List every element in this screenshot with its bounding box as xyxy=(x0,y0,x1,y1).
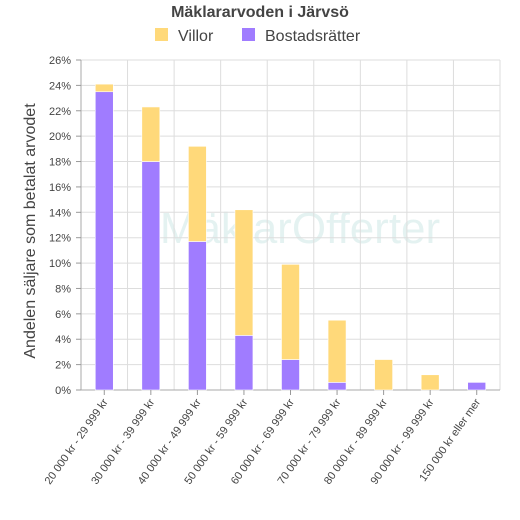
bar-villor xyxy=(281,264,300,360)
y-tick-label: 8% xyxy=(55,283,71,295)
y-tick-label: 18% xyxy=(49,157,71,169)
bar-bostadsr-tter xyxy=(467,382,487,391)
bar-villor xyxy=(94,83,114,93)
chart-title: Mäklararvoden i Järvsö xyxy=(171,4,349,21)
legend-label: Villor xyxy=(178,28,214,45)
legend: Villor Bostadsrätter xyxy=(155,28,361,45)
bar-bostadsr-tter xyxy=(94,91,114,391)
bar-villor xyxy=(188,146,207,242)
bar-bostadsr-tter xyxy=(188,241,207,391)
y-axis-label: Andelen säljare som betalat arvodet xyxy=(22,103,39,359)
y-axis: 0% 2% 4% 6% 8% 10% 12% 14% 16% 18% 20% 22% 24% 26% xyxy=(49,55,81,397)
y-tick-label: 6% xyxy=(55,309,71,321)
y-tick-label: 4% xyxy=(55,334,71,346)
y-tick-label: 24% xyxy=(49,80,71,92)
legend-swatch xyxy=(155,28,168,41)
y-tick-label: 2% xyxy=(55,360,71,372)
bar-villor xyxy=(420,374,440,391)
bar-bostadsr-tter xyxy=(327,382,347,391)
bar-bostadsr-tter xyxy=(281,359,300,391)
y-tick-label: 12% xyxy=(49,233,71,245)
y-tick-label: 16% xyxy=(49,182,71,194)
bar-villor xyxy=(374,359,393,391)
bar-bostadsr-tter xyxy=(141,161,161,391)
y-tick-label: 0% xyxy=(55,385,71,397)
y-tick-label: 20% xyxy=(49,131,71,143)
bar-villor xyxy=(141,106,161,162)
y-tick-label: 10% xyxy=(49,258,71,270)
y-tick-label: 14% xyxy=(49,207,71,219)
legend-swatch xyxy=(242,28,255,41)
y-tick-label: 26% xyxy=(49,55,71,67)
y-tick-label: 22% xyxy=(49,106,71,118)
bar-villor xyxy=(234,209,254,336)
bar-villor xyxy=(327,319,347,383)
bars xyxy=(94,83,487,391)
legend-label: Bostadsrätter xyxy=(265,28,361,45)
bar-bostadsr-tter xyxy=(234,335,254,391)
